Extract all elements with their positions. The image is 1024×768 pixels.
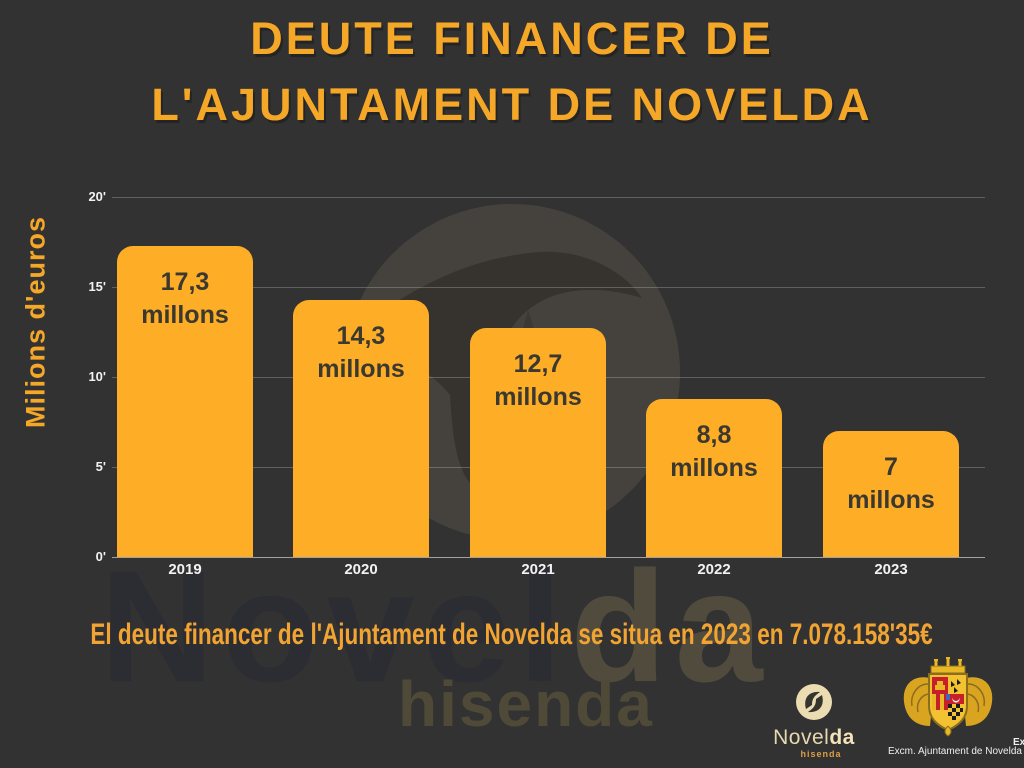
watermark-da: da (570, 539, 771, 715)
bar-value-label: 8,8 millons (670, 421, 758, 482)
logo-name-bold: da (829, 726, 855, 749)
page-title: DEUTE FINANCER DE L'AJUNTAMENT DE NOVELD… (0, 6, 1024, 138)
y-axis-label: Milions d'euros (20, 216, 51, 428)
caption-text: El deute financer de l'Ajuntament de Nov… (90, 618, 934, 651)
bar-2021: 12,7 millons (470, 328, 606, 557)
y-tick-0: 0' (95, 549, 106, 564)
gridline-15 (112, 287, 985, 288)
x-tick-2021: 2021 (521, 561, 555, 578)
x-tick-2022: 2022 (697, 561, 731, 578)
novelda-hisenda-logo-tagline: hisenda (800, 749, 842, 759)
y-tick-15: 15' (88, 279, 106, 294)
edge-text-fragment: Ex (1013, 737, 1024, 748)
x-tick-2019: 2019 (168, 561, 202, 578)
bar-value-label: 14,3 millons (317, 322, 405, 383)
novelda-watermark: Novelda (100, 548, 771, 706)
ajuntament-logo: Excm. Ajuntament de Novelda (888, 656, 1022, 757)
y-tick-10: 10' (88, 369, 106, 384)
novelda-hisenda-logo: Novelda hisenda (768, 682, 860, 759)
bar-2022: 8,8 millons (646, 399, 782, 557)
plot-area: 20' 15' 10' 5' 0' 17,3 millons 2019 14,3 mil… (88, 189, 985, 578)
gridline-20 (112, 197, 985, 198)
ajuntament-caption: Excm. Ajuntament de Novelda (888, 746, 1022, 757)
x-tick-2020: 2020 (344, 561, 378, 578)
bar-value-label: 12,7 millons (494, 350, 582, 411)
watermark-novel: Novel (100, 539, 571, 715)
hisenda-watermark: hisenda (398, 668, 654, 740)
y-tick-20: 20' (88, 189, 106, 204)
novelda-hisenda-logo-name: Novelda (768, 727, 860, 749)
x-axis-baseline (112, 557, 985, 558)
bar-value-label: 17,3 millons (141, 268, 229, 329)
bar-value-label: 7 millons (847, 453, 935, 514)
caption-row: El deute financer de l'Ajuntament de Nov… (0, 618, 1024, 652)
bar-2023: 7 millons (823, 431, 959, 557)
x-tick-2023: 2023 (874, 561, 908, 578)
novelda-hisenda-logo-icon (796, 684, 832, 720)
bar-2020: 14,3 millons (293, 300, 429, 557)
logo-name-light: Novel (773, 726, 830, 749)
bar-2019: 17,3 millons (117, 246, 253, 557)
coat-of-arms-icon (903, 657, 993, 737)
title-line-2: L'AJUNTAMENT DE NOVELDA (151, 79, 873, 130)
title-line-1: DEUTE FINANCER DE (250, 13, 774, 64)
y-tick-5: 5' (95, 459, 106, 474)
